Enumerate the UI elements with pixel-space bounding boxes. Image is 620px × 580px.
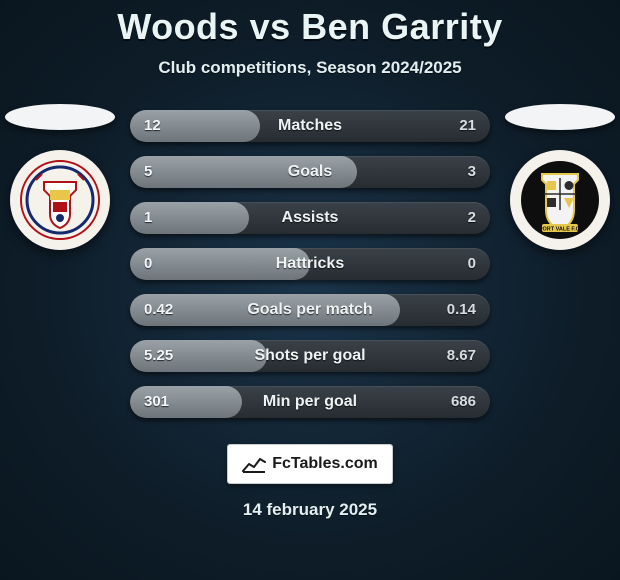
port-vale-crest-icon: PORT VALE F.C. [520, 160, 600, 240]
stat-label: Goals [130, 156, 490, 188]
right-flag-oval [505, 104, 615, 130]
stat-label: Shots per goal [130, 340, 490, 372]
brand-badge: FcTables.com [227, 444, 393, 484]
stat-label: Hattricks [130, 248, 490, 280]
stat-bar: 12Matches21 [130, 110, 490, 142]
stat-label: Assists [130, 202, 490, 234]
stat-label: Matches [130, 110, 490, 142]
stat-value-right: 686 [451, 386, 476, 418]
stat-label: Min per goal [130, 386, 490, 418]
brand-text: FcTables.com [272, 455, 378, 473]
brand-chart-icon [242, 455, 266, 473]
stat-value-right: 21 [459, 110, 476, 142]
player-right-name: Ben Garrity [301, 6, 503, 47]
stat-value-right: 0 [468, 248, 476, 280]
stat-label: Goals per match [130, 294, 490, 326]
left-flag-oval [5, 104, 115, 130]
left-side-column [0, 104, 120, 250]
stat-bar: 1Assists2 [130, 202, 490, 234]
vs-separator: vs [250, 6, 291, 47]
stat-bar: 301Min per goal686 [130, 386, 490, 418]
left-club-crest [10, 150, 110, 250]
stat-bar: 0.42Goals per match0.14 [130, 294, 490, 326]
date-text: 14 february 2025 [0, 500, 620, 520]
stat-value-right: 2 [468, 202, 476, 234]
header: Woods vs Ben Garrity Club competitions, … [0, 0, 620, 78]
right-side-column: PORT VALE F.C. [500, 104, 620, 250]
right-club-crest: PORT VALE F.C. [510, 150, 610, 250]
stat-value-right: 3 [468, 156, 476, 188]
stat-bars: 12Matches21 5Goals3 1Assists2 0Hattricks0 0.… [130, 110, 490, 418]
stat-bar: 5.25Shots per goal8.67 [130, 340, 490, 372]
main-content: PORT VALE F.C. 12Matches21 5Goals3 1Assist… [0, 110, 620, 418]
stat-bar: 0Hattricks0 [130, 248, 490, 280]
stat-bar: 5Goals3 [130, 156, 490, 188]
player-left-name: Woods [117, 6, 239, 47]
stat-value-right: 8.67 [447, 340, 476, 372]
stat-value-right: 0.14 [447, 294, 476, 326]
comparison-title: Woods vs Ben Garrity [0, 6, 620, 48]
subtitle: Club competitions, Season 2024/2025 [0, 58, 620, 78]
svg-text:PORT VALE F.C.: PORT VALE F.C. [539, 227, 582, 233]
accrington-crest-icon [20, 160, 100, 240]
